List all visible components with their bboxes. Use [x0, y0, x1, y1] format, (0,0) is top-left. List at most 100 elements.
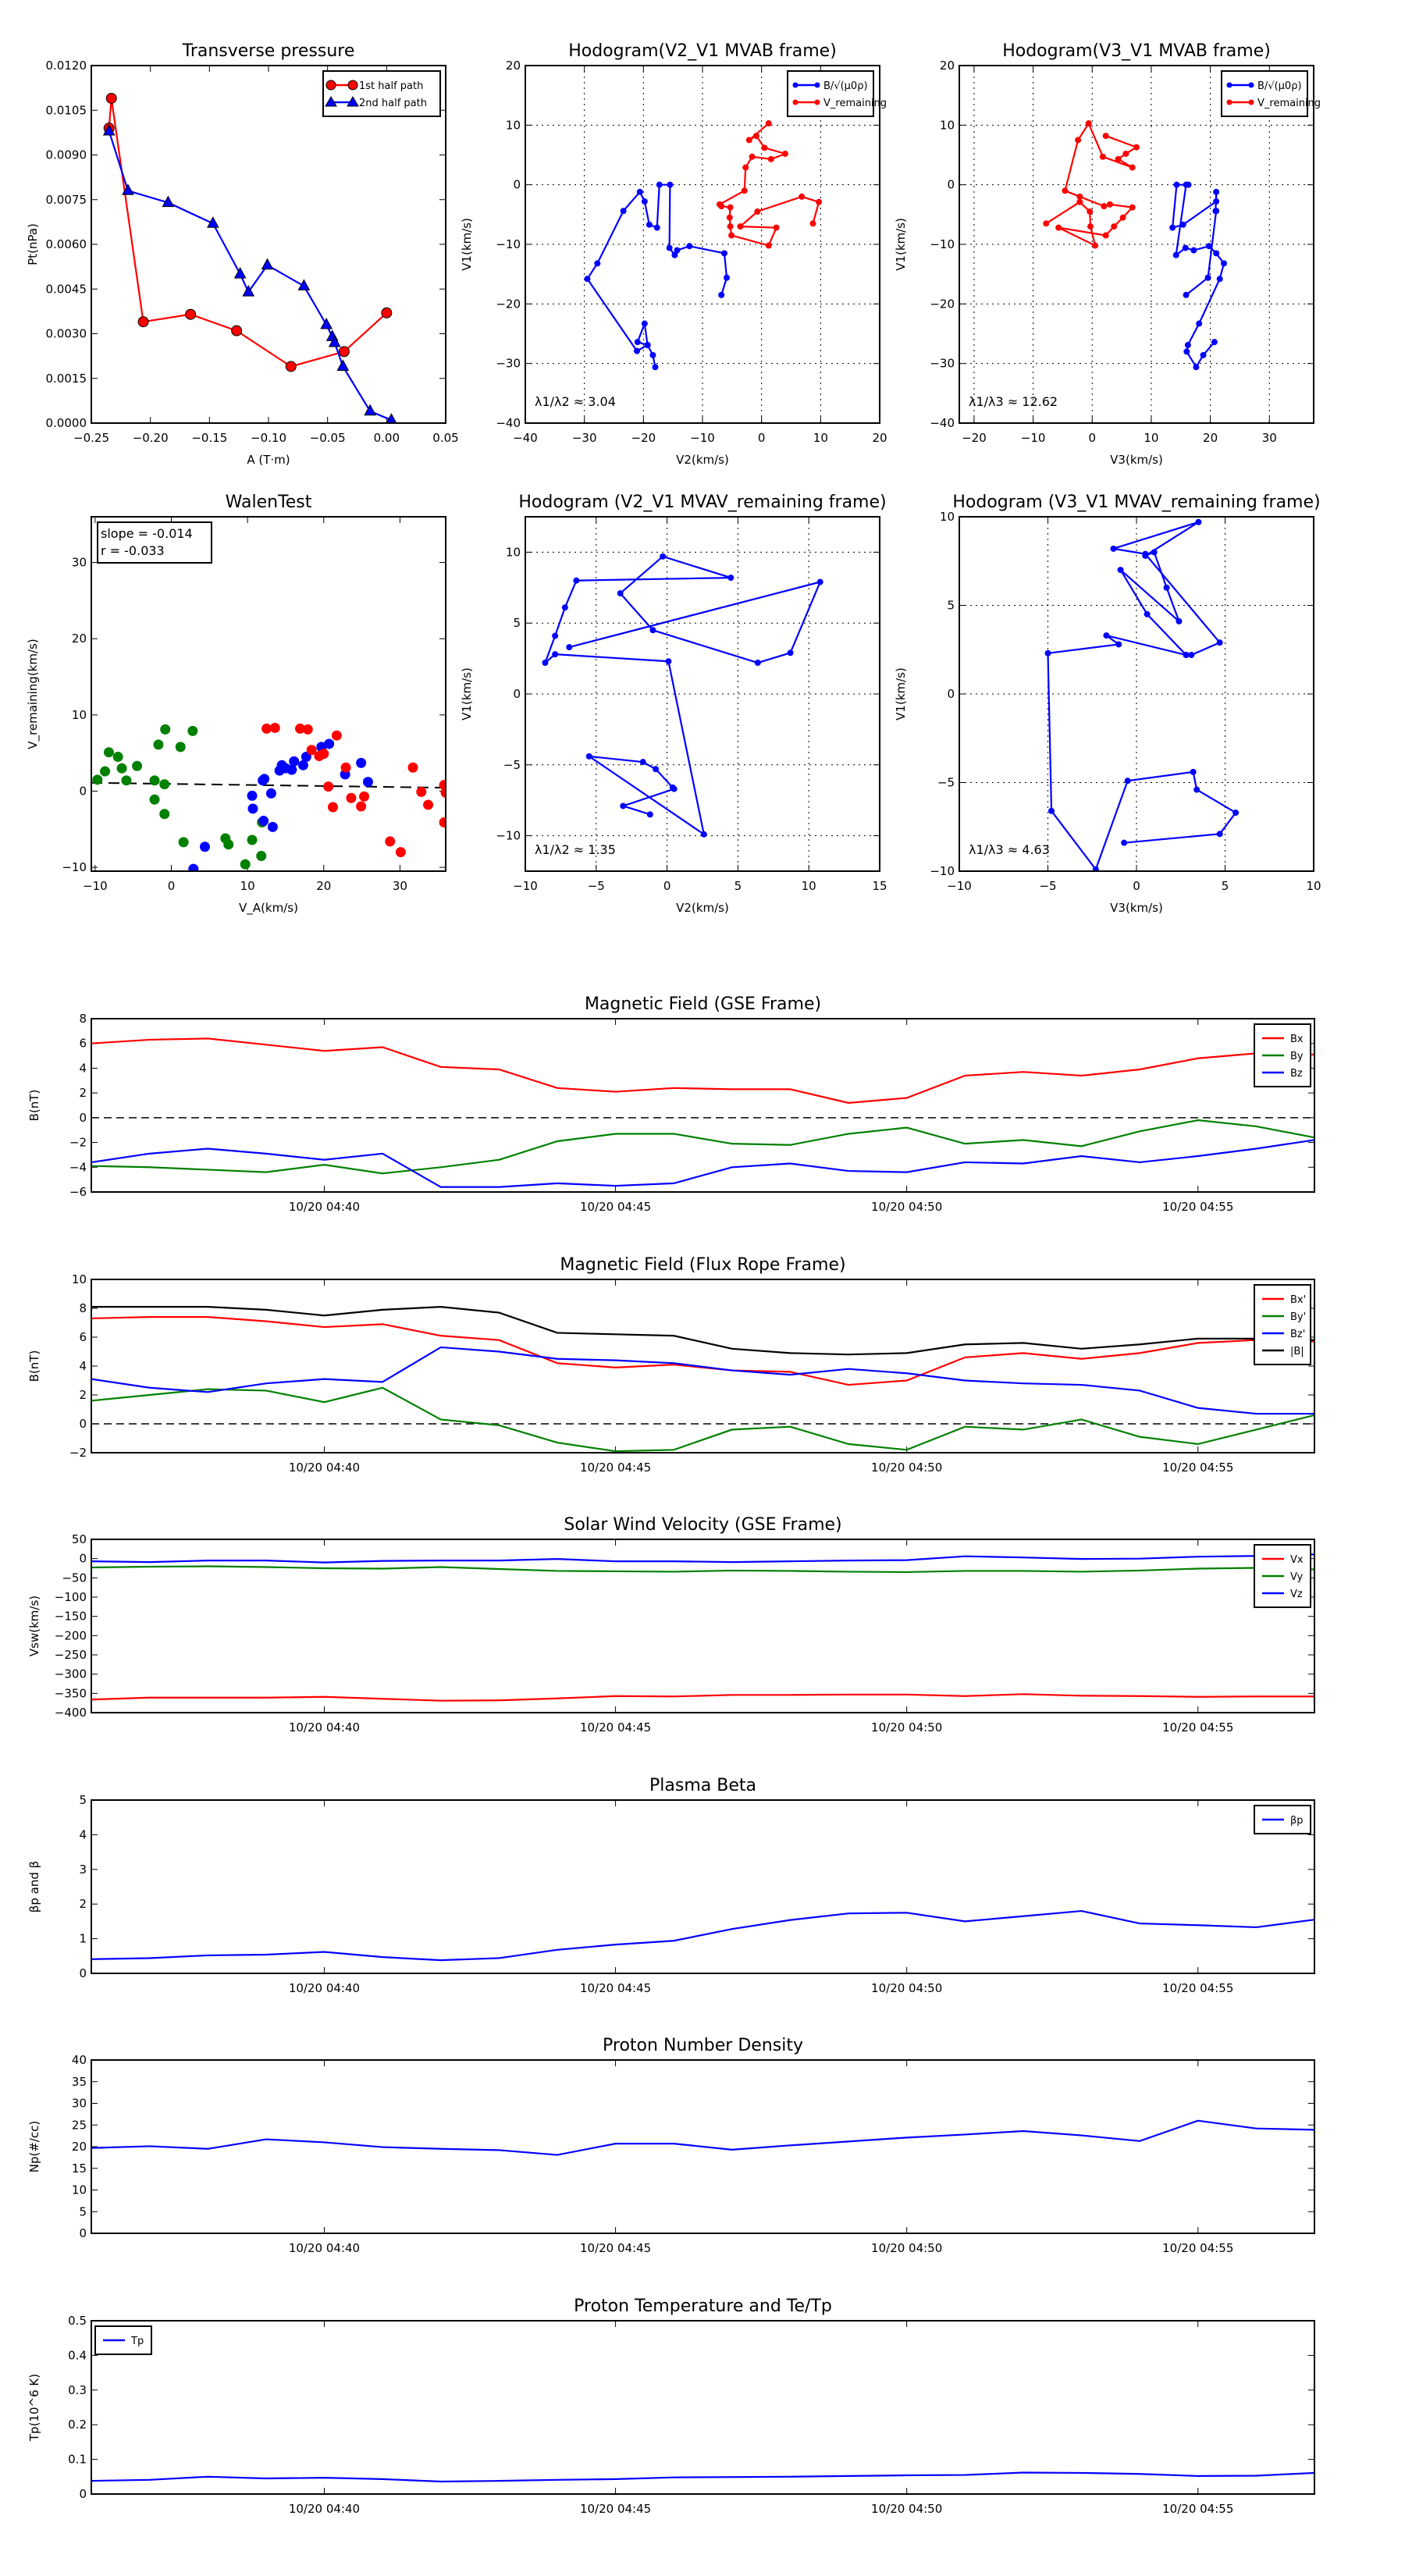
x-axis-label: V2(km/s): [676, 453, 729, 467]
chart-title: Solar Wind Velocity (GSE Frame): [564, 1515, 841, 1535]
plot-area: [91, 1306, 1314, 1453]
plot-frame: [91, 2320, 1315, 2495]
y-tick-label: 5: [513, 616, 521, 630]
scatter-point: [356, 757, 367, 768]
x-tick-label: −10: [690, 431, 715, 445]
y-tick-label: 0: [79, 1552, 87, 1566]
plot-area: [91, 1909, 1314, 1962]
data-point: [364, 404, 376, 416]
plot-area: [102, 92, 397, 423]
data-point: [620, 802, 627, 809]
scatter-point: [346, 792, 357, 803]
y-tick-label: 20: [506, 59, 521, 73]
data-point: [660, 553, 667, 560]
y-tick-label: 40: [72, 2053, 87, 2067]
y-tick-label: 0: [79, 784, 87, 798]
chart-title: Hodogram (V3_V1 MVAV_remaining frame): [952, 493, 1320, 512]
data-point: [727, 223, 734, 230]
data-point: [641, 320, 648, 327]
y-tick-label: 5: [79, 1793, 87, 1807]
y-tick-label: −30: [930, 357, 955, 371]
scatter-point: [160, 724, 171, 735]
scatter-point: [258, 816, 269, 827]
series-line-βp: [91, 1909, 1314, 1962]
y-tick-label: −10: [930, 864, 955, 878]
y-tick-label: 0: [79, 1111, 87, 1125]
x-tick-label: −10: [1021, 431, 1046, 445]
scatter-point: [286, 764, 297, 775]
eigenvalue-ratio: λ1/λ3 ≈ 12.62: [969, 394, 1058, 409]
legend-marker: [792, 99, 799, 105]
y-tick-label: 4: [79, 1359, 87, 1373]
y-tick-label: 10: [506, 545, 521, 559]
data-point: [285, 361, 297, 372]
data-point: [649, 351, 656, 358]
y-tick-label: 10: [940, 510, 955, 524]
legend-label: Bz': [1290, 1329, 1305, 1340]
data-point: [336, 359, 350, 371]
y-tick-label: −200: [55, 1628, 87, 1642]
x-tick-label: 10/20 04:45: [580, 1461, 651, 1475]
data-point: [1101, 203, 1108, 210]
data-point: [620, 208, 627, 215]
scatter-point: [261, 723, 272, 734]
scatter-point: [269, 722, 280, 733]
y-tick-label: 20: [940, 59, 955, 73]
data-point: [754, 660, 761, 667]
y-tick-label: 10: [72, 708, 87, 722]
x-tick-label: 20: [1203, 431, 1218, 445]
chart-proton-temperature: 10/20 04:40 10/20 04:45 10/20 04:50 10/20 0…: [27, 2297, 1315, 2516]
scatter-point: [318, 749, 329, 760]
chart-hodogram-v2-v1-mvav: −10 −5 0 5 10 15 −10 −5 0 5 10 V2(km/s) V1(km/s) Hodo…: [460, 493, 887, 915]
data-point: [1206, 243, 1213, 250]
y-tick-label: 4: [79, 1827, 87, 1841]
data-point: [320, 317, 333, 329]
data-point: [816, 578, 823, 585]
data-point: [1133, 144, 1140, 151]
stats-box: [97, 521, 212, 564]
series-line-|B|: [91, 1306, 1314, 1356]
x-tick-label: 10/20 04:55: [1162, 1200, 1233, 1214]
chart-title: Magnetic Field (GSE Frame): [585, 994, 821, 1014]
y-tick-label: −20: [930, 297, 955, 311]
legend-label: Tp: [130, 2336, 144, 2347]
legend-marker: [814, 82, 820, 88]
scatter-point: [223, 839, 234, 850]
data-point: [1213, 188, 1220, 195]
legend-label: B/√(μ0ρ): [823, 80, 868, 92]
scatter-point: [259, 774, 270, 785]
scatter-point: [247, 790, 258, 801]
plot-frame: [91, 65, 446, 424]
y-tick-label: 0.0090: [46, 148, 87, 162]
y-tick-label: −10: [930, 237, 955, 251]
x-tick-label: 0.00: [374, 431, 400, 445]
data-point: [1099, 153, 1106, 160]
data-point: [1119, 214, 1126, 221]
series-line-Tp: [91, 2471, 1314, 2483]
data-point: [666, 244, 673, 251]
data-point: [233, 267, 247, 279]
legend-label: V_remaining: [823, 98, 887, 109]
plot-frame: [959, 65, 1314, 424]
data-point: [1122, 150, 1129, 157]
x-tick-label: 10/20 04:50: [871, 2502, 942, 2516]
y-tick-label: 10: [506, 118, 521, 132]
data-point: [1055, 224, 1062, 231]
y-tick-label: 0: [79, 2226, 87, 2240]
y-tick-label: 0.5: [68, 2314, 87, 2328]
data-point: [669, 784, 676, 791]
data-point: [552, 632, 559, 639]
data-point: [667, 181, 674, 188]
data-point: [1193, 786, 1200, 793]
data-point: [1182, 244, 1189, 251]
data-point: [1216, 276, 1223, 283]
data-point: [1220, 260, 1227, 267]
data-point: [749, 153, 756, 160]
data-point: [1129, 204, 1136, 211]
plot-frame: [959, 516, 1314, 872]
data-point: [656, 181, 663, 188]
x-tick-label: 10/20 04:40: [289, 1461, 360, 1475]
chart-transverse-pressure: −0.25 −0.20 −0.15 −0.10 −0.05 0.00 0.05 0.0000 0…: [26, 41, 459, 467]
x-tick-label: −10: [947, 879, 972, 893]
